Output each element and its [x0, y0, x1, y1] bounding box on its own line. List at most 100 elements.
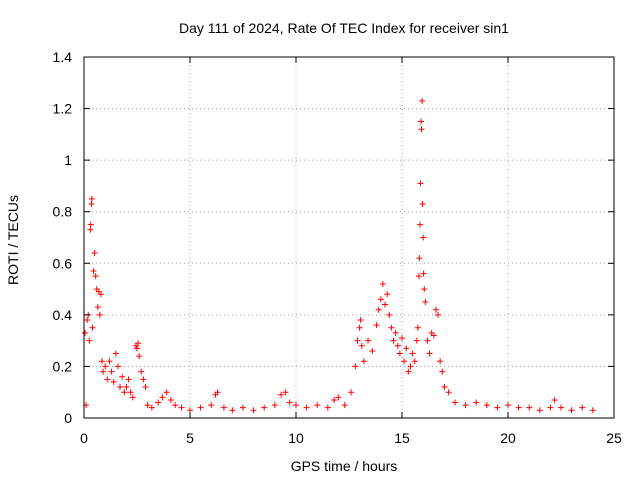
data-point	[144, 402, 151, 409]
data-point	[416, 255, 423, 262]
y-tick-label: 0.8	[53, 204, 73, 220]
data-point	[394, 342, 401, 349]
data-point	[388, 324, 395, 331]
data-point	[390, 337, 397, 344]
data-point	[250, 407, 257, 414]
y-axis-label: ROTI / TECUs	[5, 195, 21, 285]
x-tick-label: 20	[500, 430, 516, 446]
data-point	[90, 268, 97, 275]
data-point	[134, 345, 140, 352]
data-point	[99, 358, 106, 365]
data-point	[208, 402, 215, 409]
data-point	[341, 402, 348, 409]
data-point	[579, 404, 586, 411]
data-point	[356, 324, 363, 331]
data-point	[426, 350, 433, 357]
data-point	[172, 402, 179, 409]
data-point	[462, 402, 469, 409]
data-point	[411, 358, 418, 365]
x-tick-label: 25	[606, 430, 622, 446]
data-point	[441, 384, 448, 391]
data-point	[551, 396, 558, 403]
data-point	[121, 389, 128, 396]
data-point	[119, 373, 126, 380]
data-point	[424, 337, 431, 344]
y-tick-label: 1.2	[53, 101, 73, 117]
data-point	[138, 368, 145, 375]
data-point	[439, 368, 446, 375]
data-point	[82, 329, 89, 336]
data-point	[419, 97, 426, 104]
data-point	[178, 404, 185, 411]
data-point	[102, 363, 109, 370]
data-point	[220, 404, 227, 411]
data-point	[407, 363, 414, 370]
data-point	[240, 404, 246, 411]
data-point	[396, 350, 403, 357]
data-point	[114, 363, 121, 370]
data-point	[100, 368, 107, 375]
data-point	[430, 332, 437, 339]
data-point	[494, 404, 501, 411]
data-point	[418, 126, 425, 133]
data-point	[112, 350, 119, 357]
data-point	[392, 329, 399, 336]
x-tick-label: 0	[80, 430, 88, 446]
data-point	[382, 301, 389, 308]
data-point	[352, 363, 359, 370]
data-point	[384, 291, 391, 298]
data-point	[420, 234, 427, 241]
x-tick-label: 10	[288, 430, 304, 446]
data-point	[547, 404, 554, 411]
data-point	[142, 384, 149, 391]
x-axis-ticks: 0 5 10 15 20 25	[80, 57, 622, 446]
data-point	[271, 402, 278, 409]
data-point	[386, 311, 393, 318]
data-point	[96, 311, 103, 318]
data-point	[335, 394, 342, 401]
data-point	[421, 286, 428, 293]
plot-frame	[83, 56, 615, 419]
data-point	[278, 391, 285, 398]
data-point	[155, 399, 162, 406]
data-point	[413, 337, 420, 344]
data-point	[515, 404, 522, 411]
data-point	[365, 337, 372, 344]
y-tick-label: 0.6	[53, 255, 73, 271]
data-point	[375, 306, 382, 313]
data-point	[163, 389, 170, 396]
data-point	[405, 368, 412, 375]
data-point	[87, 226, 94, 233]
data-point	[324, 404, 331, 411]
data-point	[331, 396, 338, 403]
data-point	[261, 404, 268, 411]
data-point	[357, 317, 364, 324]
data-point	[88, 195, 95, 202]
data-point	[417, 180, 424, 187]
data-point	[369, 347, 376, 354]
data-point	[89, 324, 96, 331]
data-point	[123, 384, 130, 391]
data-point	[129, 394, 136, 401]
x-tick-label: 15	[394, 430, 410, 446]
data-point	[106, 358, 113, 365]
data-point	[108, 368, 115, 375]
data-point	[418, 118, 425, 125]
data-point	[379, 280, 386, 287]
data-point	[229, 407, 236, 414]
data-point	[197, 404, 204, 411]
x-axis-label: GPS time / hours	[291, 458, 398, 474]
data-point	[125, 376, 132, 383]
chart-grid	[84, 57, 614, 418]
data-point	[505, 402, 511, 409]
data-point	[314, 402, 321, 409]
data-point	[159, 394, 166, 401]
data-point	[303, 404, 310, 411]
data-point	[360, 358, 367, 365]
data-point	[414, 324, 421, 331]
y-axis-ticks: 0 0.2 0.4 0.6 0.8 1 1.2 1.4	[53, 49, 614, 426]
data-point	[415, 273, 422, 280]
chart-title: Day 111 of 2024, Rate Of TEC Index for r…	[179, 20, 509, 36]
data-point	[558, 404, 564, 411]
